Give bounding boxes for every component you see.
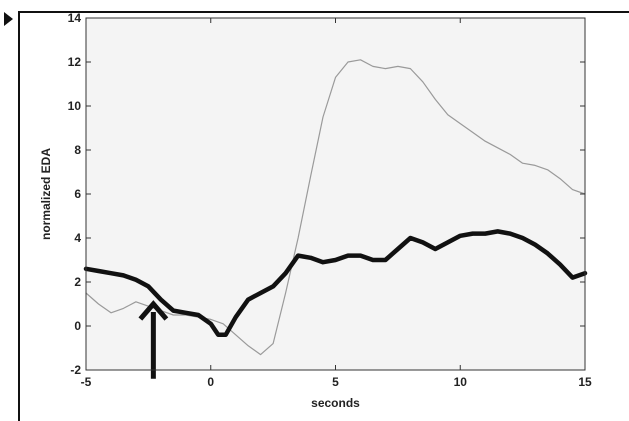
x-tick-label: 0 (207, 375, 214, 389)
annotation-layer (138, 300, 169, 379)
series-layer (83, 59, 588, 356)
x-axis: -5 0 5 10 15 (81, 18, 592, 389)
y-tick-label: 14 (68, 11, 82, 25)
y-tick-label: 2 (74, 275, 81, 289)
x-tick-label: -5 (81, 375, 92, 389)
y-axis: -2 0 2 4 6 8 10 12 14 (68, 11, 585, 377)
y-tick-label: 0 (74, 319, 81, 333)
x-tick-label: 15 (578, 375, 592, 389)
y-tick-label: 12 (68, 55, 82, 69)
series-line-thick (83, 229, 588, 338)
figure-frame (18, 11, 629, 421)
plot-background (86, 18, 585, 370)
y-tick-label: 10 (68, 99, 82, 113)
y-tick-label: 8 (74, 143, 81, 157)
play-triangle-icon (4, 12, 13, 26)
arrow-up-icon (138, 300, 169, 321)
y-axis-label: normalized EDA (39, 148, 53, 240)
x-axis-label: seconds (311, 396, 360, 410)
y-tick-label: 6 (74, 187, 81, 201)
x-tick-label: 10 (454, 375, 468, 389)
series-line-thin (85, 59, 586, 356)
y-tick-label: 4 (74, 231, 81, 245)
y-tick-label: -2 (70, 363, 81, 377)
x-tick-label: 5 (332, 375, 339, 389)
